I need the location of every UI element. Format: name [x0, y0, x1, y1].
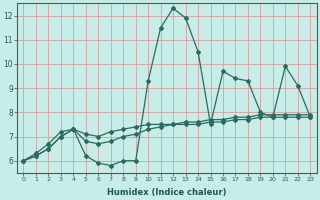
- X-axis label: Humidex (Indice chaleur): Humidex (Indice chaleur): [107, 188, 227, 197]
